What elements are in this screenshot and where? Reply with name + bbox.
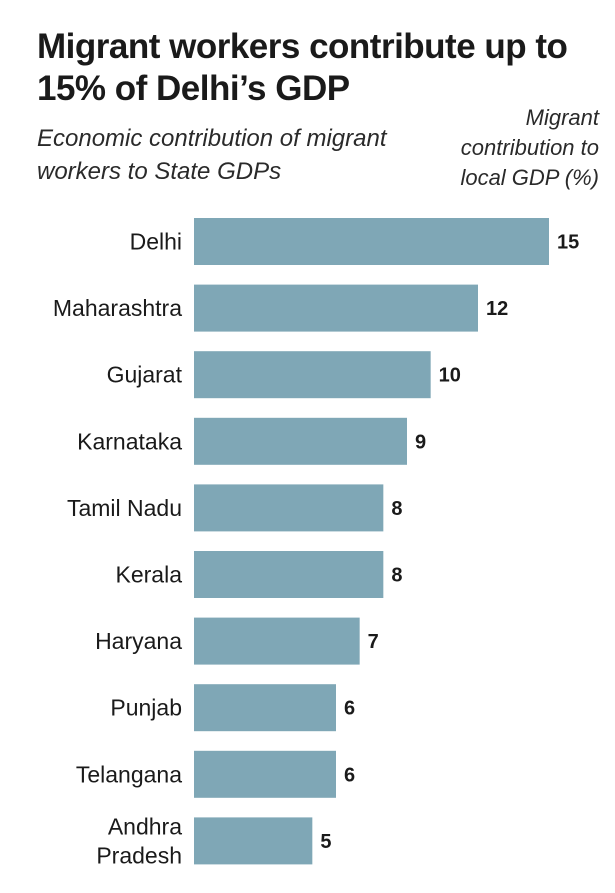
category-label: Andhra Pradesh xyxy=(96,813,182,868)
value-label: 8 xyxy=(391,498,402,520)
bar-kerala xyxy=(194,551,384,598)
value-label: 8 xyxy=(391,565,402,587)
value-label: 9 xyxy=(415,431,426,453)
category-label: Telangana xyxy=(76,761,182,787)
bar-karnataka xyxy=(194,417,407,465)
bar-gujarat xyxy=(194,351,431,399)
value-label: 10 xyxy=(439,365,461,387)
bar-telangana xyxy=(194,750,336,798)
value-label: 6 xyxy=(344,698,355,720)
bar-maharashtra xyxy=(194,284,478,332)
chart-subtitle: Economic contribution of migrant workers… xyxy=(37,125,387,185)
bar-tamil-nadu xyxy=(194,484,384,532)
category-label: Delhi xyxy=(130,229,182,255)
category-label: Tamil Nadu xyxy=(67,495,182,521)
value-label: 5 xyxy=(320,831,331,853)
value-label: 12 xyxy=(486,298,508,320)
category-label: Kerala xyxy=(116,562,183,588)
category-label: Haryana xyxy=(95,628,182,654)
category-label: Karnataka xyxy=(77,428,182,454)
category-label: Punjab xyxy=(110,695,182,721)
value-label: 7 xyxy=(368,631,379,653)
category-label: Gujarat xyxy=(107,362,183,388)
value-label: 6 xyxy=(344,764,355,786)
value-axis-label: Migrant contribution to local GDP (%) xyxy=(460,105,599,190)
bar-punjab xyxy=(194,684,336,732)
bar-haryana xyxy=(194,617,360,665)
bar-andhra-pradesh xyxy=(194,817,313,865)
chart-title: Migrant workers contribute up to 15% of … xyxy=(37,27,568,108)
value-label: 15 xyxy=(557,232,579,254)
category-label: Maharashtra xyxy=(53,295,182,321)
bar-delhi xyxy=(194,218,549,265)
